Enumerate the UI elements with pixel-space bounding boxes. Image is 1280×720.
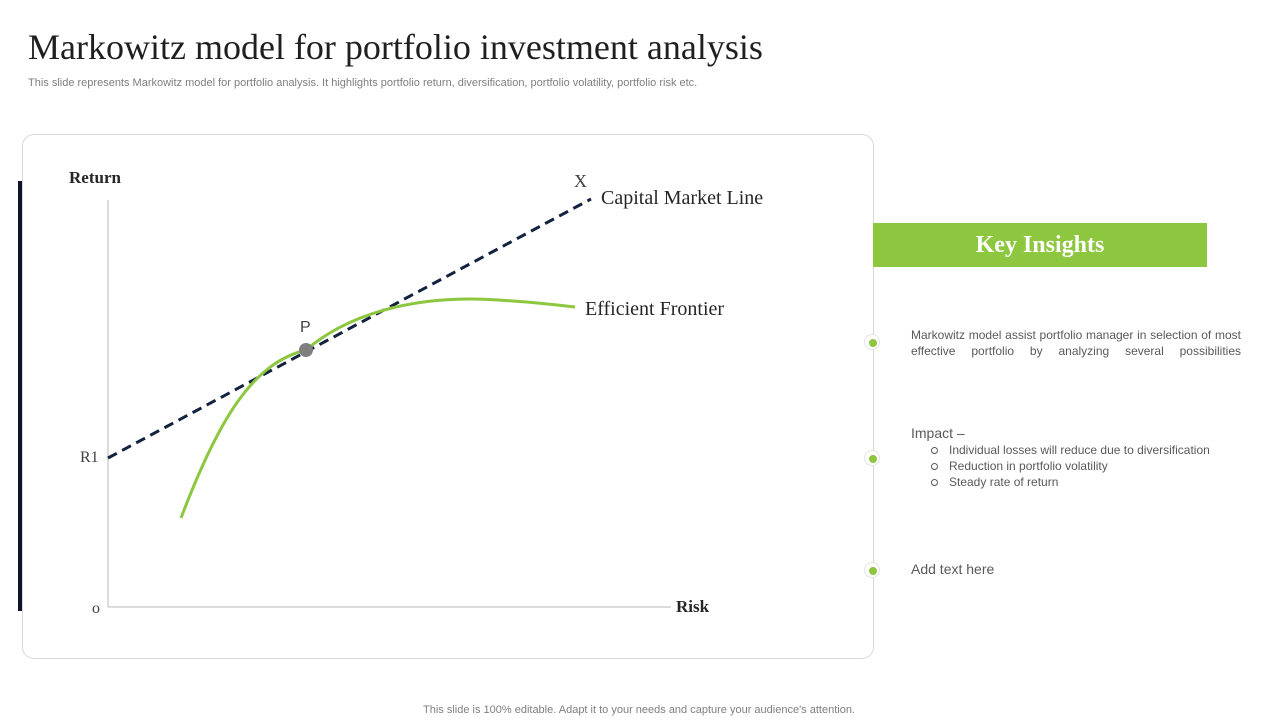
origin-label: o	[92, 600, 100, 617]
diagram-card: Return Risk o R1 P X Capital Market Line…	[22, 134, 874, 659]
insight-impact-block: Impact – Individual losses will reduce d…	[911, 424, 1241, 490]
x-axis-label: Risk	[676, 597, 710, 616]
capital-market-line-label: Capital Market Line	[601, 187, 763, 209]
impact-list-item: Reduction in portfolio volatility	[929, 458, 1241, 474]
insight-bullet-icon	[864, 450, 880, 466]
capital-market-line	[107, 197, 592, 460]
y-axis-label: Return	[69, 168, 121, 187]
impact-list-item: Individual losses will reduce due to div…	[929, 442, 1241, 458]
insight-text-1: Markowitz model assist portfolio manager…	[911, 328, 1241, 358]
point-p-marker	[299, 343, 313, 357]
efficient-frontier-label: Efficient Frontier	[585, 298, 724, 320]
key-insights-banner: Key Insights	[873, 223, 1207, 267]
efficient-frontier-curve	[179, 297, 576, 519]
slide-footer: This slide is 100% editable. Adapt it to…	[423, 704, 855, 716]
markowitz-diagram: Return Risk o R1 P X Capital Market Line…	[69, 168, 763, 617]
impact-heading: Impact –	[911, 425, 965, 441]
left-accent-bar	[18, 181, 25, 611]
insight-text-3: Add text here	[911, 561, 995, 577]
r1-label: R1	[80, 449, 99, 466]
slide-subtitle: This slide represents Markowitz model fo…	[28, 77, 698, 89]
insight-bullet-icon	[864, 562, 880, 578]
point-x-label: X	[574, 171, 587, 191]
insight-bullet-icon	[864, 334, 880, 350]
slide-title: Markowitz model for portfolio investment…	[28, 27, 763, 67]
point-p-label: P	[300, 319, 311, 336]
impact-list: Individual losses will reduce due to div…	[911, 442, 1241, 490]
impact-list-item: Steady rate of return	[929, 474, 1241, 490]
